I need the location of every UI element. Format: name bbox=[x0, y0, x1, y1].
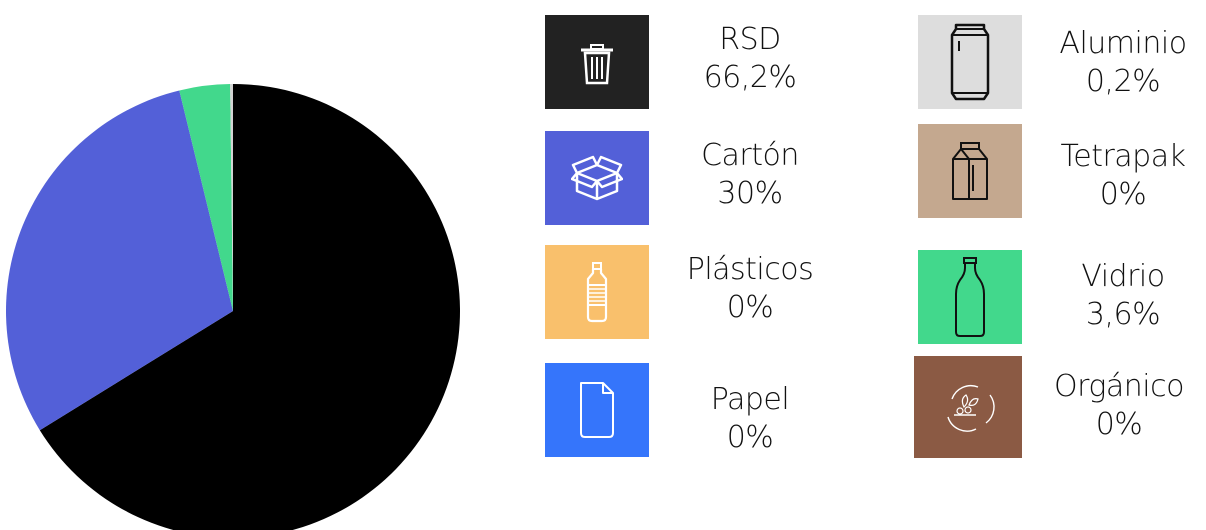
legend-item-papel: Papel 0% bbox=[545, 363, 865, 463]
pie-slice-vidrio bbox=[179, 84, 233, 312]
legend-label: Tetrapak bbox=[1060, 139, 1186, 174]
legend-label: Plásticos bbox=[686, 252, 814, 287]
legend-value: 0% bbox=[726, 420, 774, 455]
plastic-bottle-icon bbox=[586, 262, 608, 323]
legend-label: Cartón bbox=[701, 138, 799, 173]
trash-can-icon bbox=[581, 44, 613, 85]
plasticos-icon-box bbox=[545, 245, 649, 339]
legend-label: RSD bbox=[719, 22, 781, 57]
legend-item-tetrapak: Tetrapak 0% bbox=[918, 124, 1206, 224]
legend-label: Aluminio bbox=[1059, 26, 1187, 61]
legend-item-rsd: RSD 66,2% bbox=[545, 15, 865, 115]
pie-slice-carton bbox=[5, 90, 233, 431]
legend-item-carton: Cartón 30% bbox=[545, 131, 865, 231]
legend-item-aluminio: Aluminio 0,2% bbox=[918, 15, 1206, 115]
legend-item-plasticos: Plásticos 0% bbox=[545, 245, 865, 345]
milk-carton-icon bbox=[952, 142, 988, 200]
vidrio-icon-box bbox=[918, 250, 1022, 344]
papel-icon-box bbox=[545, 363, 649, 457]
legend-label: Vidrio bbox=[1081, 259, 1165, 294]
soda-can-icon bbox=[950, 23, 990, 101]
paper-sheet-icon bbox=[580, 382, 614, 438]
organico-icon-box bbox=[914, 356, 1022, 458]
pie-chart bbox=[0, 0, 470, 530]
legend-value: 0% bbox=[1099, 177, 1147, 212]
legend-value: 30% bbox=[717, 176, 783, 211]
legend-item-organico: Orgánico 0% bbox=[914, 356, 1206, 458]
glass-bottle-icon bbox=[955, 257, 985, 337]
legend-label: Papel bbox=[710, 382, 790, 417]
pie-slice-rsd bbox=[39, 84, 460, 530]
legend-value: 0% bbox=[1095, 407, 1143, 442]
tetrapak-icon-box bbox=[918, 124, 1022, 218]
legend-item-vidrio: Vidrio 3,6% bbox=[918, 250, 1206, 350]
pie-slice-aluminio bbox=[230, 84, 233, 311]
legend-value: 66,2% bbox=[703, 60, 797, 95]
compost-icon bbox=[947, 384, 995, 432]
open-box-icon bbox=[571, 155, 623, 201]
carton-icon-box bbox=[545, 131, 649, 225]
legend-value: 0,2% bbox=[1085, 64, 1161, 99]
legend-value: 3,6% bbox=[1085, 297, 1161, 332]
legend-value: 0% bbox=[726, 290, 774, 325]
legend-label: Orgánico bbox=[1053, 369, 1185, 404]
aluminio-icon-box bbox=[918, 15, 1022, 109]
rsd-icon-box bbox=[545, 15, 649, 109]
